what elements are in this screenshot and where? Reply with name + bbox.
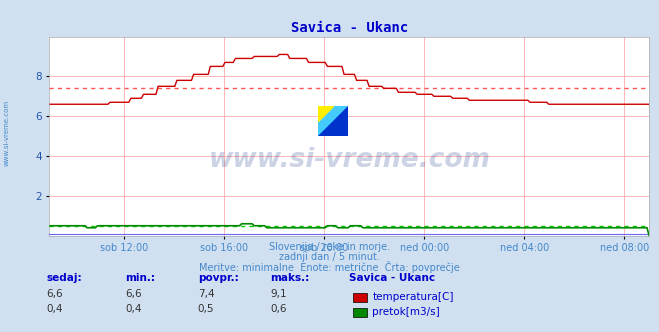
- Polygon shape: [318, 106, 348, 136]
- Text: 7,4: 7,4: [198, 289, 214, 299]
- Text: zadnji dan / 5 minut.: zadnji dan / 5 minut.: [279, 252, 380, 262]
- Text: 0,5: 0,5: [198, 304, 214, 314]
- Bar: [333, 121, 348, 136]
- Polygon shape: [318, 106, 333, 121]
- Text: Savica - Ukanc: Savica - Ukanc: [349, 273, 436, 283]
- Text: sedaj:: sedaj:: [46, 273, 82, 283]
- Text: Meritve: minimalne  Enote: metrične  Črta: povprečje: Meritve: minimalne Enote: metrične Črta:…: [199, 261, 460, 273]
- Text: www.si-vreme.com: www.si-vreme.com: [3, 100, 10, 166]
- Text: 0,6: 0,6: [270, 304, 287, 314]
- Text: povpr.:: povpr.:: [198, 273, 239, 283]
- Text: 0,4: 0,4: [125, 304, 142, 314]
- Text: Slovenija / reke in morje.: Slovenija / reke in morje.: [269, 242, 390, 252]
- Text: min.:: min.:: [125, 273, 156, 283]
- Text: 6,6: 6,6: [125, 289, 142, 299]
- Text: pretok[m3/s]: pretok[m3/s]: [372, 307, 440, 317]
- Text: temperatura[C]: temperatura[C]: [372, 292, 454, 302]
- Text: 0,4: 0,4: [46, 304, 63, 314]
- Bar: [318, 106, 333, 121]
- Text: 6,6: 6,6: [46, 289, 63, 299]
- Bar: [318, 121, 333, 136]
- Polygon shape: [318, 106, 348, 136]
- Text: maks.:: maks.:: [270, 273, 310, 283]
- Text: 9,1: 9,1: [270, 289, 287, 299]
- Text: www.si-vreme.com: www.si-vreme.com: [208, 147, 490, 173]
- Bar: [333, 106, 348, 121]
- Title: Savica - Ukanc: Savica - Ukanc: [291, 21, 408, 35]
